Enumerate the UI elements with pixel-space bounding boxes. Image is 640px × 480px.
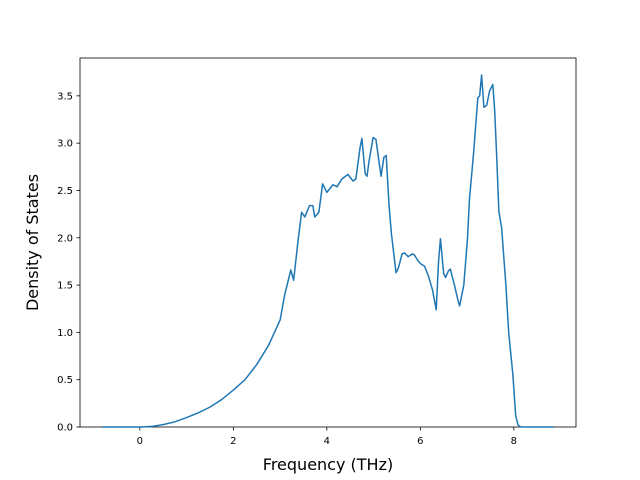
x-tick-label: 4 (324, 436, 330, 447)
x-tick-label: 0 (137, 436, 143, 447)
y-tick-label: 0.0 (57, 423, 73, 434)
x-tick-label: 6 (417, 436, 423, 447)
y-tick-label: 2.5 (57, 186, 73, 197)
y-tick-label: 1.0 (57, 328, 73, 339)
y-tick-label: 3.0 (57, 139, 73, 150)
x-tick-label: 2 (230, 436, 236, 447)
y-tick-label: 2.0 (57, 233, 73, 244)
y-tick-label: 1.5 (57, 281, 73, 292)
x-tick-label: 8 (511, 436, 517, 447)
axes-frame (79, 57, 577, 428)
x-axis-label: Frequency (THz) (263, 455, 393, 474)
y-tick-label: 0.5 (57, 375, 73, 386)
line-series (102, 74, 554, 428)
y-tick-label: 3.5 (57, 91, 73, 102)
y-axis-label: Density of States (23, 174, 42, 311)
